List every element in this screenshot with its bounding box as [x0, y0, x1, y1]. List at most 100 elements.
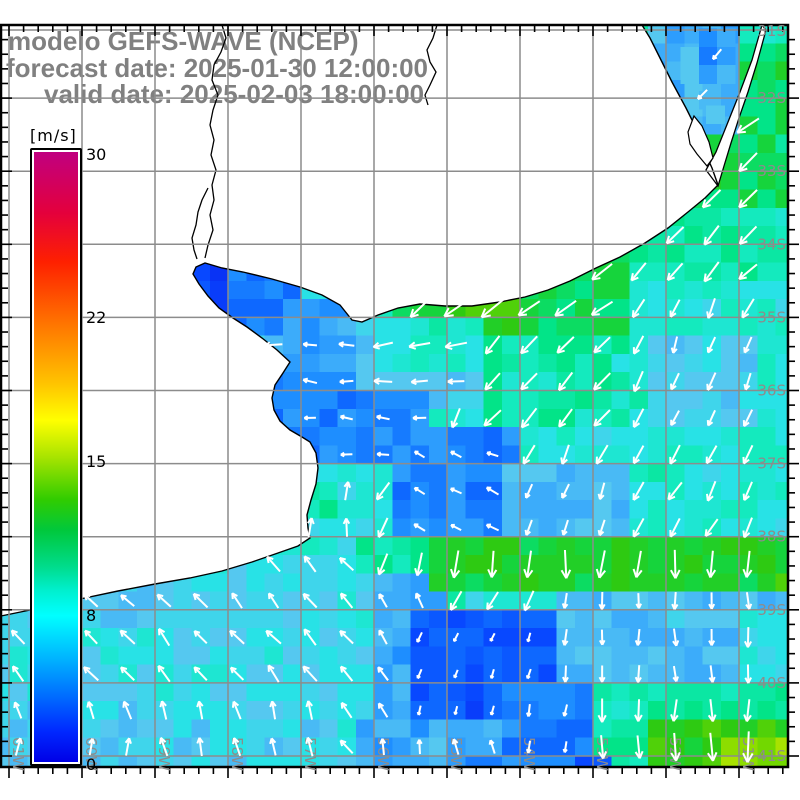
wave-cell — [465, 518, 484, 538]
wave-cell — [720, 591, 740, 611]
wave-cell — [647, 481, 667, 501]
arrow-shaft — [673, 732, 678, 761]
wave-cell — [720, 226, 740, 245]
arrow-shaft — [267, 664, 280, 683]
wave-cell — [337, 719, 357, 739]
wave-direction-arrow — [522, 444, 536, 465]
arrow-barb — [593, 345, 598, 353]
wave-cell — [392, 628, 411, 647]
wave-cell — [538, 427, 557, 446]
wave-cell — [447, 682, 466, 702]
wave-cell — [136, 756, 156, 768]
wave-direction-arrow — [416, 631, 423, 643]
wave-cell — [319, 682, 338, 702]
wave-cell — [757, 116, 776, 136]
wave-cell — [611, 427, 630, 446]
wave-direction-arrow — [738, 189, 758, 209]
arrow-barb — [704, 240, 712, 246]
wave-cell — [228, 299, 247, 318]
wave-direction-arrow — [669, 517, 681, 538]
wave-cell — [501, 573, 521, 592]
arrow-shaft — [635, 550, 642, 578]
wave-cell — [520, 390, 539, 410]
wave-direction-arrow — [338, 341, 355, 348]
arrow-barb — [675, 751, 681, 762]
arrow-barb — [378, 569, 386, 576]
wave-cell — [757, 79, 776, 99]
wave-cell — [301, 646, 320, 666]
wave-cell — [392, 554, 411, 574]
arrow-barb — [672, 348, 678, 354]
wave-direction-arrow — [119, 629, 136, 645]
wave-cell — [684, 646, 703, 666]
arrow-barb — [413, 523, 418, 529]
wave-cell — [246, 664, 265, 684]
wave-cell — [191, 646, 211, 666]
wave-cell — [629, 573, 649, 592]
wave-cell — [447, 573, 466, 592]
wave-direction-arrow — [595, 550, 607, 579]
wave-cell — [702, 573, 722, 592]
wave-cell — [702, 536, 722, 556]
wave-cell — [775, 262, 789, 282]
wave-cell — [264, 280, 284, 300]
wave-direction-arrow — [414, 592, 424, 609]
lagoon-wave-cell — [698, 28, 718, 48]
wave-cell — [392, 756, 411, 768]
wave-cell — [666, 573, 685, 592]
arrow-barb — [159, 700, 163, 708]
wave-direction-arrow — [376, 414, 390, 421]
wave-direction-arrow — [562, 704, 569, 717]
wave-cell — [209, 737, 229, 757]
wave-cell — [666, 756, 685, 768]
wave-cell — [538, 317, 557, 337]
wave-cell — [246, 756, 265, 768]
wave-cell — [246, 591, 265, 611]
wave-direction-arrow — [480, 298, 505, 319]
arrow-shaft — [672, 665, 678, 682]
wave-cell — [574, 445, 594, 464]
arrow-shaft — [520, 407, 538, 429]
wave-direction-arrow — [452, 632, 460, 643]
arrow-barb — [193, 666, 197, 674]
wave-cell — [319, 445, 338, 464]
arrow-barb — [565, 569, 572, 579]
arrow-shaft — [302, 593, 318, 609]
wave-cell — [629, 609, 649, 629]
wave-cell — [684, 244, 703, 263]
wave-direction-arrow — [157, 664, 171, 683]
wave-cell — [246, 299, 265, 318]
wave-cell — [228, 609, 247, 629]
lagoon-cells-layer — [680, 28, 736, 125]
arrow-barb — [669, 569, 677, 579]
wave-direction-arrow — [196, 700, 204, 720]
wave-direction-arrow — [307, 517, 315, 538]
arrow-shaft — [525, 519, 533, 536]
arrow-barb — [488, 740, 492, 745]
land-mainland — [1, 25, 718, 616]
wave-cell — [136, 646, 156, 666]
wave-cell — [757, 737, 776, 757]
arrow-barb — [486, 452, 491, 457]
wave-direction-arrow — [597, 519, 606, 537]
wave-cell — [538, 554, 557, 574]
wave-direction-arrow — [450, 450, 462, 459]
wave-cell — [775, 664, 789, 684]
wave-cell — [629, 500, 649, 519]
wave-direction-arrow — [560, 549, 572, 579]
wave-cell — [720, 518, 740, 538]
wave-cell — [611, 335, 630, 355]
wave-direction-arrow — [705, 445, 718, 465]
wave-cell — [483, 756, 503, 768]
wave-cell — [501, 554, 521, 574]
wave-cell — [775, 152, 789, 172]
wave-cell — [611, 280, 630, 300]
arrow-barb — [630, 272, 634, 281]
arrow-shaft — [271, 701, 277, 720]
arrow-shaft — [703, 261, 720, 283]
wave-cell — [556, 719, 576, 739]
wave-direction-arrow — [703, 261, 720, 283]
wave-direction-arrow — [743, 699, 752, 722]
wave-cell — [666, 43, 685, 62]
wave-cell — [1, 664, 10, 684]
